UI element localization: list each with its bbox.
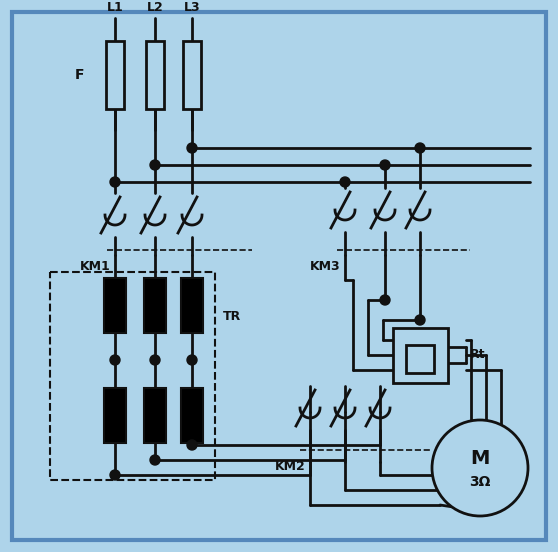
- Circle shape: [110, 355, 120, 365]
- Text: 3Ω: 3Ω: [469, 475, 490, 489]
- Bar: [183, 41, 201, 109]
- Text: L2: L2: [147, 1, 163, 14]
- Text: KM3: KM3: [310, 260, 340, 273]
- Text: F: F: [75, 68, 85, 82]
- Text: TR: TR: [223, 310, 241, 322]
- Bar: [392, 327, 448, 383]
- Circle shape: [187, 355, 197, 365]
- Bar: [144, 388, 166, 443]
- Circle shape: [187, 440, 197, 450]
- Bar: [144, 278, 166, 332]
- Bar: [106, 41, 124, 109]
- Bar: [50, 272, 215, 480]
- Circle shape: [415, 143, 425, 153]
- Text: M: M: [470, 448, 490, 468]
- Circle shape: [340, 177, 350, 187]
- Bar: [181, 388, 203, 443]
- Circle shape: [380, 160, 390, 170]
- Circle shape: [150, 355, 160, 365]
- Circle shape: [432, 420, 528, 516]
- Circle shape: [415, 315, 425, 325]
- Bar: [181, 278, 203, 332]
- Text: KM1: KM1: [80, 260, 110, 273]
- Text: Rt: Rt: [469, 348, 485, 362]
- Text: L3: L3: [184, 1, 200, 14]
- Circle shape: [110, 470, 120, 480]
- Circle shape: [380, 295, 390, 305]
- Text: KM2: KM2: [275, 460, 306, 473]
- Bar: [104, 278, 126, 332]
- Circle shape: [150, 455, 160, 465]
- Circle shape: [187, 143, 197, 153]
- Circle shape: [150, 160, 160, 170]
- Bar: [406, 345, 434, 373]
- Bar: [146, 41, 164, 109]
- Circle shape: [110, 177, 120, 187]
- Text: L1: L1: [107, 1, 123, 14]
- Bar: [104, 388, 126, 443]
